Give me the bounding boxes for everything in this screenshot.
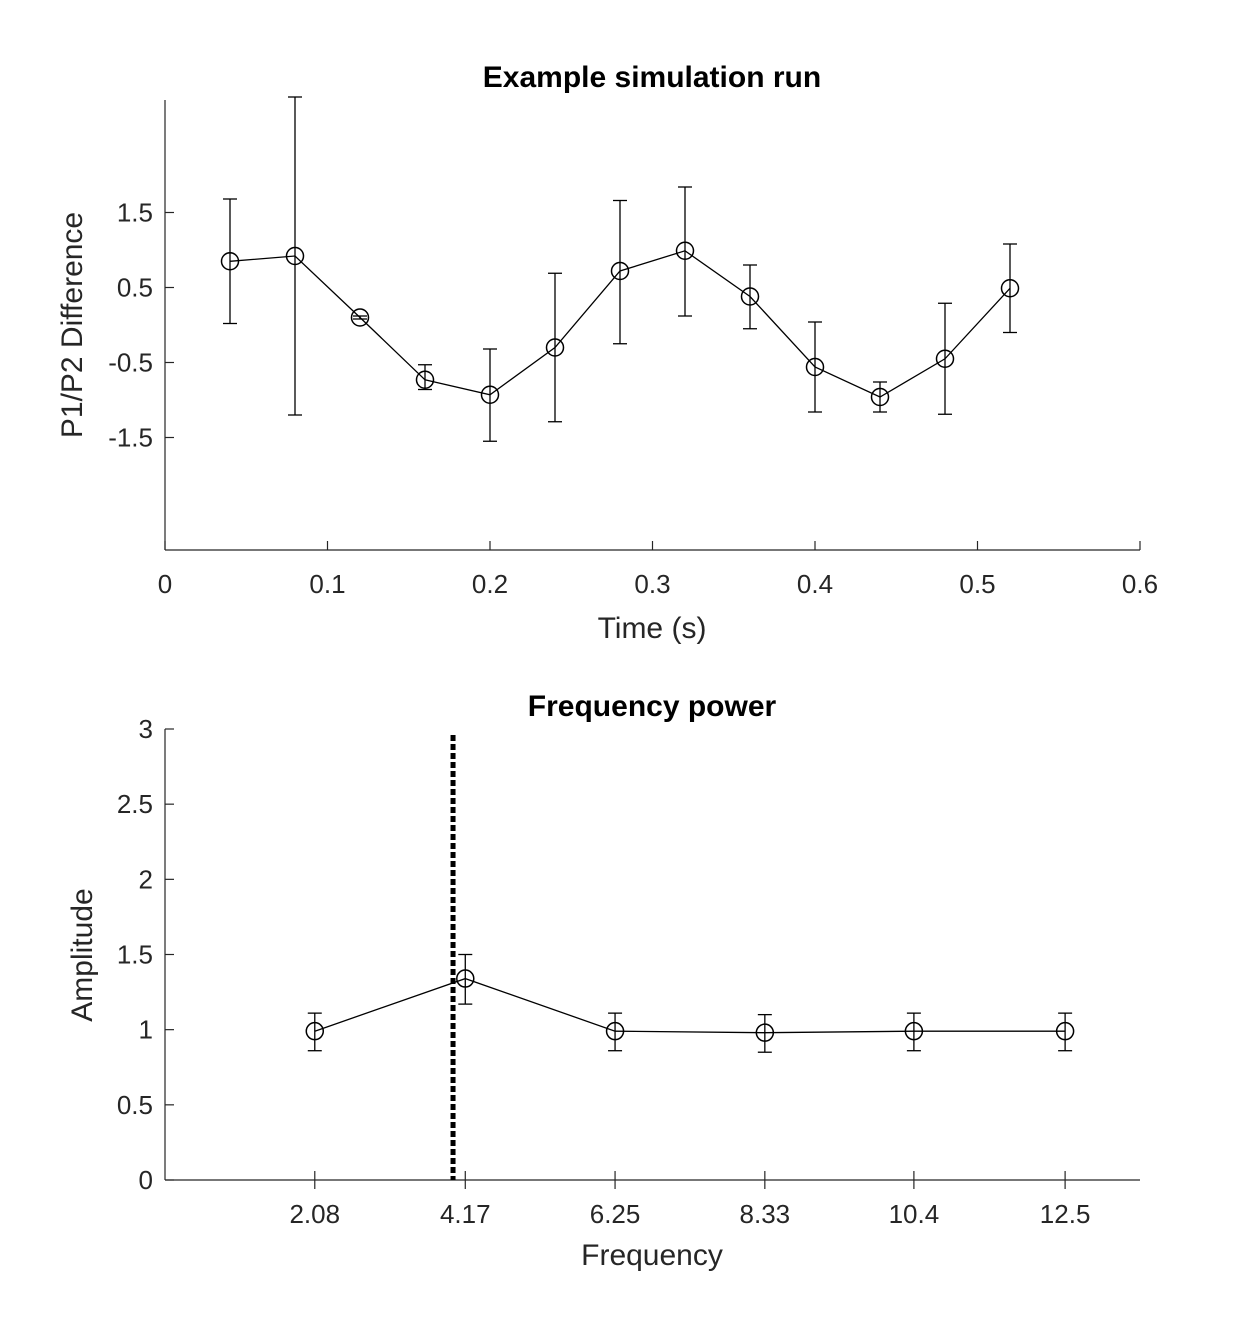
data-point bbox=[415, 370, 435, 389]
y-tick-label: 1.5 bbox=[117, 940, 153, 970]
data-point bbox=[870, 387, 890, 407]
x-tick-label: 0.6 bbox=[1122, 569, 1158, 599]
data-point bbox=[675, 241, 695, 260]
x-tick-label: 0.1 bbox=[309, 569, 345, 599]
data-point bbox=[740, 287, 760, 306]
y-axis-label: Amplitude bbox=[66, 888, 99, 1021]
data-point bbox=[545, 338, 565, 357]
chart-example-simulation-run: Example simulation run Time (s) P1/P2 Di… bbox=[56, 61, 1158, 645]
y-tick-label: 3 bbox=[139, 714, 153, 744]
x-tick-label: 8.33 bbox=[740, 1199, 791, 1229]
data-point bbox=[480, 385, 500, 404]
x-tick-label: 0.4 bbox=[797, 569, 833, 599]
data-point bbox=[605, 1021, 625, 1041]
y-axis-label: P1/P2 Difference bbox=[56, 212, 89, 438]
x-tick-label: 4.17 bbox=[440, 1199, 491, 1229]
chart-title: Example simulation run bbox=[483, 61, 821, 94]
x-tick-label: 0.3 bbox=[634, 569, 670, 599]
x-tick-label: 0 bbox=[158, 569, 172, 599]
x-tick-label: 12.5 bbox=[1040, 1199, 1091, 1229]
chart-title: Frequency power bbox=[528, 690, 777, 723]
x-tick-label: 2.08 bbox=[289, 1199, 340, 1229]
data-point bbox=[285, 246, 305, 266]
y-tick-label: 0.5 bbox=[117, 273, 153, 303]
data-point bbox=[220, 252, 240, 271]
y-tick-label: 0.5 bbox=[117, 1090, 153, 1120]
x-tick-label: 6.25 bbox=[590, 1199, 641, 1229]
data-point bbox=[456, 969, 475, 988]
data-point bbox=[350, 308, 370, 327]
x-axis-label: Time (s) bbox=[598, 612, 707, 645]
y-tick-label: 1 bbox=[139, 1015, 153, 1045]
x-tick-label: 10.4 bbox=[889, 1199, 940, 1229]
data-point bbox=[305, 1021, 325, 1041]
x-axis-label: Frequency bbox=[581, 1239, 723, 1272]
y-tick-label: -0.5 bbox=[108, 348, 153, 378]
y-tick-label: 2.5 bbox=[117, 789, 153, 819]
series-line bbox=[314, 977, 1066, 1034]
data-point bbox=[805, 357, 825, 377]
x-tick-label: 0.2 bbox=[472, 569, 508, 599]
data-point bbox=[610, 261, 630, 281]
data-point bbox=[755, 1023, 775, 1042]
data-point bbox=[1000, 279, 1020, 298]
data-point bbox=[935, 349, 955, 368]
data-point bbox=[904, 1021, 924, 1041]
y-tick-label: 1.5 bbox=[117, 198, 153, 228]
y-tick-label: -1.5 bbox=[108, 423, 153, 453]
x-tick-label: 0.5 bbox=[959, 569, 995, 599]
y-tick-label: 0 bbox=[139, 1165, 153, 1195]
data-point bbox=[1055, 1021, 1075, 1041]
y-tick-label: 2 bbox=[139, 864, 153, 894]
chart-frequency-power: Frequency power Frequency Amplitude 2.08… bbox=[66, 690, 1140, 1272]
